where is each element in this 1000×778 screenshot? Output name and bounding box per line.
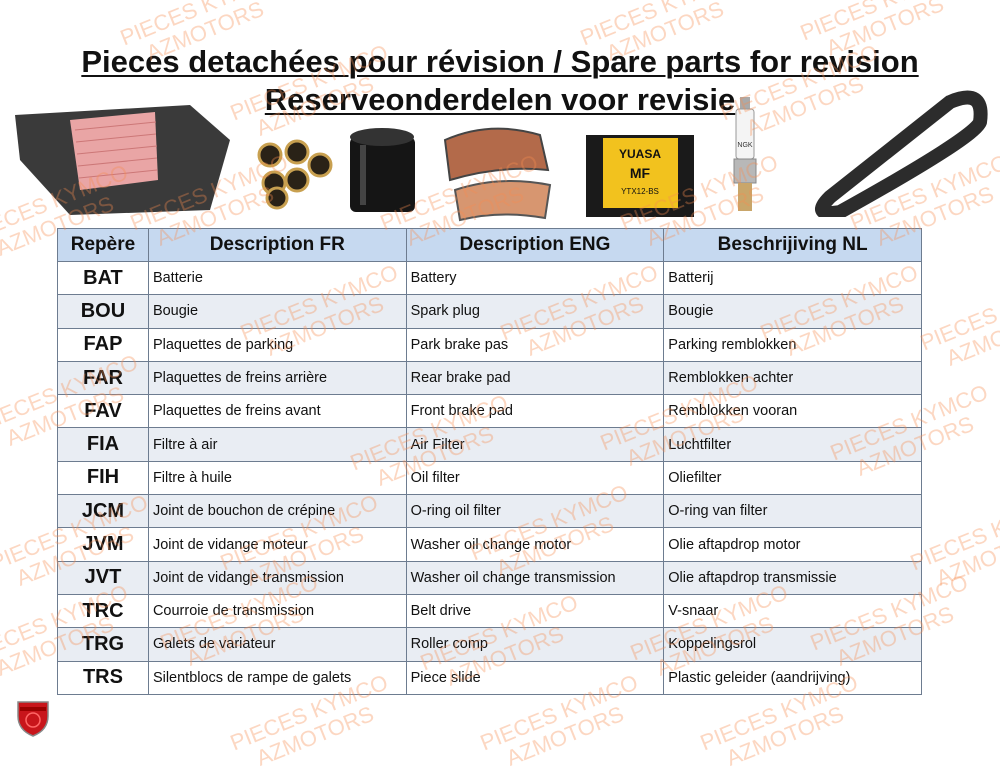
cell-eng: Roller comp — [405, 627, 665, 662]
cell-nl: Plastic geleider (aandrijving) — [663, 660, 922, 695]
table-header-row: Repère Description FR Description ENG Be… — [57, 228, 922, 262]
cell-eng: O-ring oil filter — [405, 494, 665, 529]
cell-fr: Filtre à huile — [147, 460, 407, 496]
header-fr: Description FR — [147, 228, 407, 262]
table-row: JVM Joint de vidange moteur Washer oil cha… — [57, 527, 922, 562]
table-row: FAR Plaquettes de freins arrière Rear brak… — [57, 360, 922, 396]
cell-fr: Plaquettes de freins arrière — [147, 360, 407, 396]
cell-code: FAP — [57, 327, 149, 362]
oil-filter-image — [350, 128, 415, 212]
cell-code: FAV — [57, 394, 149, 429]
cell-code: JCM — [57, 494, 149, 529]
svg-text:YTX12-BS: YTX12-BS — [621, 187, 659, 196]
cell-fr: Bougie — [147, 294, 407, 329]
cell-eng: Park brake pas — [405, 327, 665, 362]
table-row: FAV Plaquettes de freins avant Front brake… — [57, 394, 922, 429]
cell-eng: Belt drive — [405, 593, 665, 629]
cell-eng: Front brake pad — [405, 394, 665, 429]
air-filter-image — [15, 105, 230, 215]
azmotors-logo — [17, 701, 49, 737]
table-row: JCM Joint de bouchon de crépine O-ring oil… — [57, 494, 922, 529]
table-row: TRS Silentblocs de rampe de galets Piece s… — [57, 660, 922, 695]
cell-nl: V-snaar — [663, 593, 922, 629]
cell-fr: Joint de vidange moteur — [147, 527, 407, 562]
cell-nl: Batterij — [663, 260, 922, 296]
cell-nl: Parking remblokken — [663, 327, 922, 362]
title-line-2: Reserveonderdelen voor revisie — [264, 82, 736, 117]
cell-nl: Olie aftapdrop transmissie — [663, 560, 922, 595]
watermark: PIECES KYMCO AZMOTORS — [916, 269, 1000, 371]
cell-nl: Remblokken vooran — [663, 394, 922, 429]
cell-eng: Rear brake pad — [405, 360, 665, 396]
cell-code: FIH — [57, 460, 149, 496]
cell-eng: Battery — [405, 260, 665, 296]
table-row: BOU Bougie Spark plug Bougie — [57, 294, 922, 329]
roller-weights-image — [257, 139, 333, 210]
cell-fr: Silentblocs de rampe de galets — [147, 660, 407, 695]
spark-plug-image: NGK — [733, 97, 757, 211]
cell-fr: Filtre à air — [147, 427, 407, 462]
cell-code: FIA — [57, 427, 149, 462]
table-row: FIA Filtre à air Air Filter Luchtfilter — [57, 427, 922, 462]
cell-code: JVM — [57, 527, 149, 562]
cell-nl: Koppelingsrol — [663, 627, 922, 662]
table-row: TRC Courroie de transmission Belt drive V-s… — [57, 593, 922, 629]
cell-code: JVT — [57, 560, 149, 595]
cell-nl: Remblokken achter — [663, 360, 922, 396]
cell-nl: Bougie — [663, 294, 922, 329]
table-row: FIH Filtre à huile Oil filter Oliefilter — [57, 460, 922, 496]
cell-nl: Luchtfilter — [663, 427, 922, 462]
cell-eng: Oil filter — [405, 460, 665, 496]
cell-eng: Washer oil change transmission — [405, 560, 665, 595]
cell-nl: O-ring van filter — [663, 494, 922, 529]
cell-fr: Batterie — [147, 260, 407, 296]
cell-code: BOU — [57, 294, 149, 329]
header-eng: Description ENG — [405, 228, 665, 262]
cell-code: TRC — [57, 593, 149, 629]
svg-text:NGK: NGK — [737, 142, 753, 149]
cell-eng: Piece slide — [405, 660, 665, 695]
header-code: Repère — [57, 228, 149, 262]
spare-parts-table: Repère Description FR Description ENG Be… — [57, 228, 922, 695]
cell-code: BAT — [57, 260, 149, 296]
cell-eng: Washer oil change motor — [405, 527, 665, 562]
title-line-1: Pieces detachées pour révision / Spare p… — [81, 44, 919, 79]
drive-belt-image — [815, 90, 988, 217]
cell-fr: Plaquettes de parking — [147, 327, 407, 362]
cell-nl: Olie aftapdrop motor — [663, 527, 922, 562]
cell-eng: Spark plug — [405, 294, 665, 329]
table-row: FAP Plaquettes de parking Park brake pas Pa… — [57, 327, 922, 362]
cell-code: FAR — [57, 360, 149, 396]
brake-pads-image — [443, 127, 552, 222]
cell-code: TRG — [57, 627, 149, 662]
cell-nl: Oliefilter — [663, 460, 922, 496]
cell-eng: Air Filter — [405, 427, 665, 462]
table-row: TRG Galets de variateur Roller comp Koppeli… — [57, 627, 922, 662]
cell-fr: Plaquettes de freins avant — [147, 394, 407, 429]
battery-image: YUASA MF YTX12-BS — [586, 135, 694, 217]
cell-code: TRS — [57, 660, 149, 695]
cell-fr: Galets de variateur — [147, 627, 407, 662]
header-nl: Beschrijiving NL — [663, 228, 922, 262]
cell-fr: Joint de bouchon de crépine — [147, 494, 407, 529]
table-row: JVT Joint de vidange transmission Washer o… — [57, 560, 922, 595]
svg-text:YUASA: YUASA — [619, 147, 661, 161]
svg-text:MF: MF — [630, 165, 651, 181]
cell-fr: Joint de vidange transmission — [147, 560, 407, 595]
table-row: BAT Batterie Battery Batterij — [57, 260, 922, 296]
cell-fr: Courroie de transmission — [147, 593, 407, 629]
